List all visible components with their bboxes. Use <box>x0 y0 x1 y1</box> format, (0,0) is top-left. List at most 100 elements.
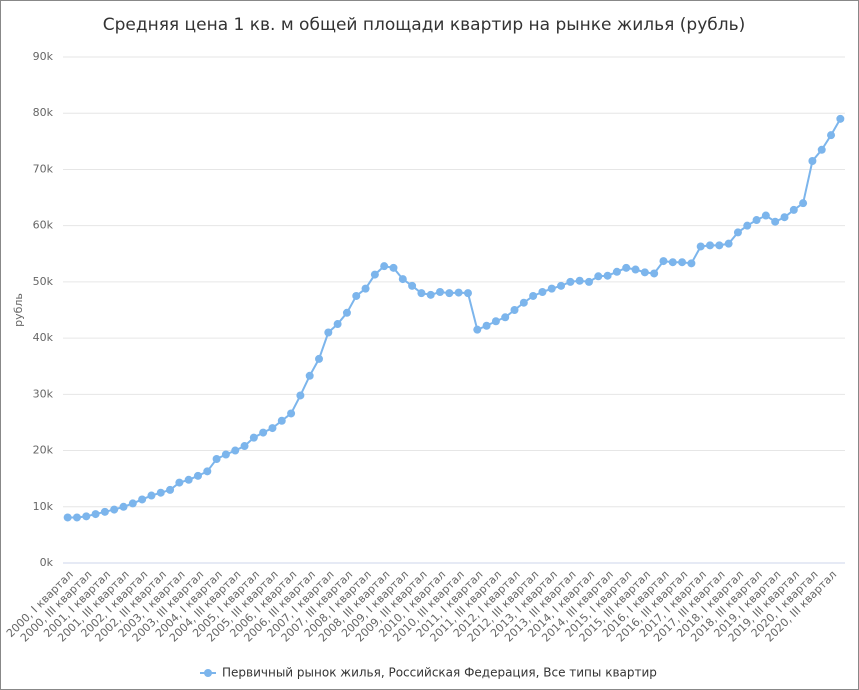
data-point <box>743 221 752 230</box>
data-point <box>259 428 268 437</box>
y-tick-label: 90k <box>33 50 54 63</box>
data-point <box>91 510 100 519</box>
data-point <box>724 239 733 248</box>
data-point <box>100 507 109 516</box>
legend-label: Первичный рынок жилья, Российская Федера… <box>222 666 657 680</box>
y-tick-label: 30k <box>33 387 54 400</box>
data-point <box>603 271 612 280</box>
data-point <box>771 217 780 226</box>
y-tick-label: 0k <box>40 556 54 569</box>
data-point <box>156 488 165 497</box>
data-point <box>566 277 575 286</box>
data-point <box>463 289 472 298</box>
data-point <box>147 491 156 500</box>
data-point <box>268 424 277 433</box>
data-point <box>324 328 333 337</box>
data-point <box>426 290 435 299</box>
data-point <box>594 272 603 281</box>
y-tick-label: 60k <box>33 219 54 232</box>
data-point <box>631 265 640 274</box>
data-point <box>780 213 789 222</box>
data-point <box>715 241 724 250</box>
data-point <box>342 308 351 317</box>
data-point <box>138 495 147 504</box>
legend-marker <box>204 669 212 677</box>
data-point <box>175 478 184 487</box>
data-point <box>808 157 817 166</box>
data-point <box>557 281 566 290</box>
y-tick-label: 40k <box>33 331 54 344</box>
data-point <box>650 269 659 278</box>
data-point <box>612 267 621 276</box>
data-point <box>408 281 417 290</box>
data-point <box>128 499 137 508</box>
y-tick-label: 10k <box>33 500 54 513</box>
data-point <box>761 211 770 220</box>
data-point <box>799 199 808 208</box>
data-point <box>696 242 705 251</box>
data-point <box>240 442 249 451</box>
data-point <box>501 313 510 322</box>
data-point <box>184 475 193 484</box>
data-point <box>370 270 379 279</box>
data-point <box>482 321 491 330</box>
data-point <box>380 262 389 271</box>
data-point <box>519 298 528 307</box>
data-point <box>659 257 668 266</box>
data-point <box>221 450 230 459</box>
y-tick-label: 50k <box>33 275 54 288</box>
data-point <box>827 131 836 140</box>
data-point <box>333 320 342 329</box>
data-point <box>305 371 314 380</box>
data-point <box>203 467 212 476</box>
data-point <box>491 317 500 326</box>
data-point <box>119 502 128 511</box>
data-point <box>678 258 687 267</box>
data-point <box>193 471 202 480</box>
data-point <box>277 416 286 425</box>
data-point <box>668 258 677 267</box>
data-point <box>817 145 826 154</box>
data-point <box>575 276 584 285</box>
chart-title: Средняя цена 1 кв. м общей площади кварт… <box>103 15 746 35</box>
data-point <box>584 277 593 286</box>
data-point <box>82 512 91 521</box>
data-point <box>231 446 240 455</box>
data-point <box>510 306 519 314</box>
data-point <box>315 354 324 363</box>
data-point <box>445 289 454 298</box>
data-point <box>287 409 296 418</box>
data-point <box>622 263 631 272</box>
data-point <box>454 288 463 297</box>
data-point <box>836 114 845 123</box>
data-point <box>706 241 715 250</box>
data-point <box>249 433 258 442</box>
data-point <box>417 289 426 298</box>
y-tick-label: 20k <box>33 444 54 457</box>
data-point <box>352 291 361 300</box>
data-point <box>361 284 370 293</box>
data-point <box>212 454 221 463</box>
data-point <box>733 228 742 237</box>
data-point <box>436 288 445 297</box>
y-tick-label: 80k <box>33 106 54 119</box>
data-point <box>529 291 538 300</box>
data-point <box>640 268 649 277</box>
data-point <box>538 288 547 297</box>
data-point <box>752 216 761 225</box>
data-point <box>110 505 119 514</box>
data-point <box>473 325 482 334</box>
data-point <box>389 263 398 272</box>
data-point <box>789 205 798 214</box>
data-point <box>547 284 556 293</box>
y-tick-label: 70k <box>33 162 54 175</box>
data-point <box>296 391 305 400</box>
data-point <box>63 513 72 522</box>
y-axis-label: рубль <box>12 293 25 327</box>
data-point <box>398 275 407 284</box>
data-point <box>166 485 175 494</box>
data-point <box>687 259 696 268</box>
data-point <box>72 513 81 522</box>
